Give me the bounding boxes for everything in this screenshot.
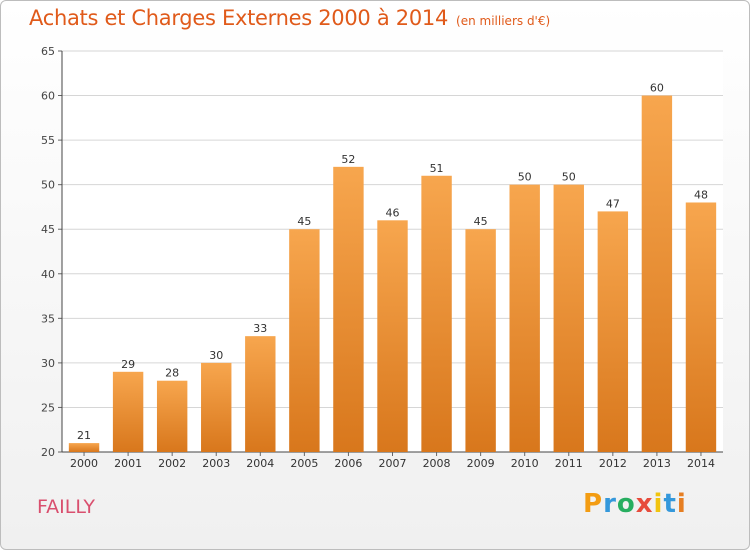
logo-letter: o [616, 489, 636, 519]
bar [333, 166, 364, 452]
x-tick-label: 2005 [290, 457, 318, 470]
y-tick-label: 55 [41, 134, 55, 147]
data-label: 50 [518, 171, 532, 184]
bar [156, 380, 188, 452]
bar [465, 229, 496, 452]
data-label: 30 [209, 349, 223, 362]
logo-letter: i [676, 489, 687, 519]
x-tick-label: 2014 [687, 457, 715, 470]
bar [289, 229, 320, 452]
bar [553, 184, 584, 452]
bar [112, 371, 144, 452]
x-tick-label: 2008 [423, 457, 451, 470]
y-tick-label: 45 [41, 223, 55, 236]
bar [201, 362, 232, 452]
data-label: 33 [253, 322, 267, 335]
data-label: 50 [562, 171, 576, 184]
title-text: Achats et Charges Externes 2000 à 2014 [29, 6, 449, 30]
data-label: 45 [297, 215, 311, 228]
unit-label: (en milliers d'€) [456, 14, 551, 28]
x-tick-label: 2000 [70, 457, 98, 470]
data-label: 29 [121, 358, 135, 371]
x-tick-label: 2012 [599, 457, 627, 470]
y-tick-label: 40 [41, 268, 55, 281]
logo-letter: P [583, 489, 604, 519]
data-label: 28 [165, 367, 179, 380]
x-tick-label: 2010 [511, 457, 539, 470]
logo-letter: r [603, 489, 617, 519]
data-label: 45 [474, 215, 488, 228]
bar [685, 202, 717, 452]
x-tick-label: 2009 [467, 457, 495, 470]
bar [509, 184, 540, 452]
chart-title: Achats et Charges Externes 2000 à 2014 (e… [29, 6, 550, 30]
y-tick-label: 30 [41, 357, 55, 370]
logo-letter: i [653, 489, 664, 519]
data-label: 48 [694, 188, 708, 201]
x-tick-label: 2013 [643, 457, 671, 470]
x-tick-label: 2006 [334, 457, 362, 470]
y-tick-label: 50 [41, 179, 55, 192]
x-tick-label: 2002 [158, 457, 186, 470]
bar [641, 95, 673, 453]
data-label: 46 [386, 206, 400, 219]
y-tick-label: 25 [41, 401, 55, 414]
bar [421, 175, 452, 452]
bar [597, 211, 629, 452]
x-tick-label: 2011 [555, 457, 583, 470]
data-label: 52 [341, 153, 355, 166]
x-tick-label: 2003 [202, 457, 230, 470]
y-tick-label: 60 [41, 90, 55, 103]
x-tick-label: 2007 [379, 457, 407, 470]
bar [68, 443, 100, 452]
bar [245, 336, 276, 452]
y-tick-label: 65 [41, 45, 55, 58]
logo-letter: x [635, 489, 654, 519]
y-tick-label: 35 [41, 312, 55, 325]
commune-name: FAILLY [37, 496, 96, 518]
bar [377, 220, 408, 452]
data-label: 47 [606, 197, 620, 210]
y-tick-label: 20 [41, 446, 55, 459]
data-label: 51 [430, 162, 444, 175]
x-tick-label: 2001 [114, 457, 142, 470]
x-tick-label: 2004 [246, 457, 274, 470]
proxiti-logo: Proxiti [583, 489, 687, 519]
data-label: 60 [650, 82, 664, 95]
data-label: 21 [77, 429, 91, 442]
logo-letter: t [663, 489, 677, 519]
